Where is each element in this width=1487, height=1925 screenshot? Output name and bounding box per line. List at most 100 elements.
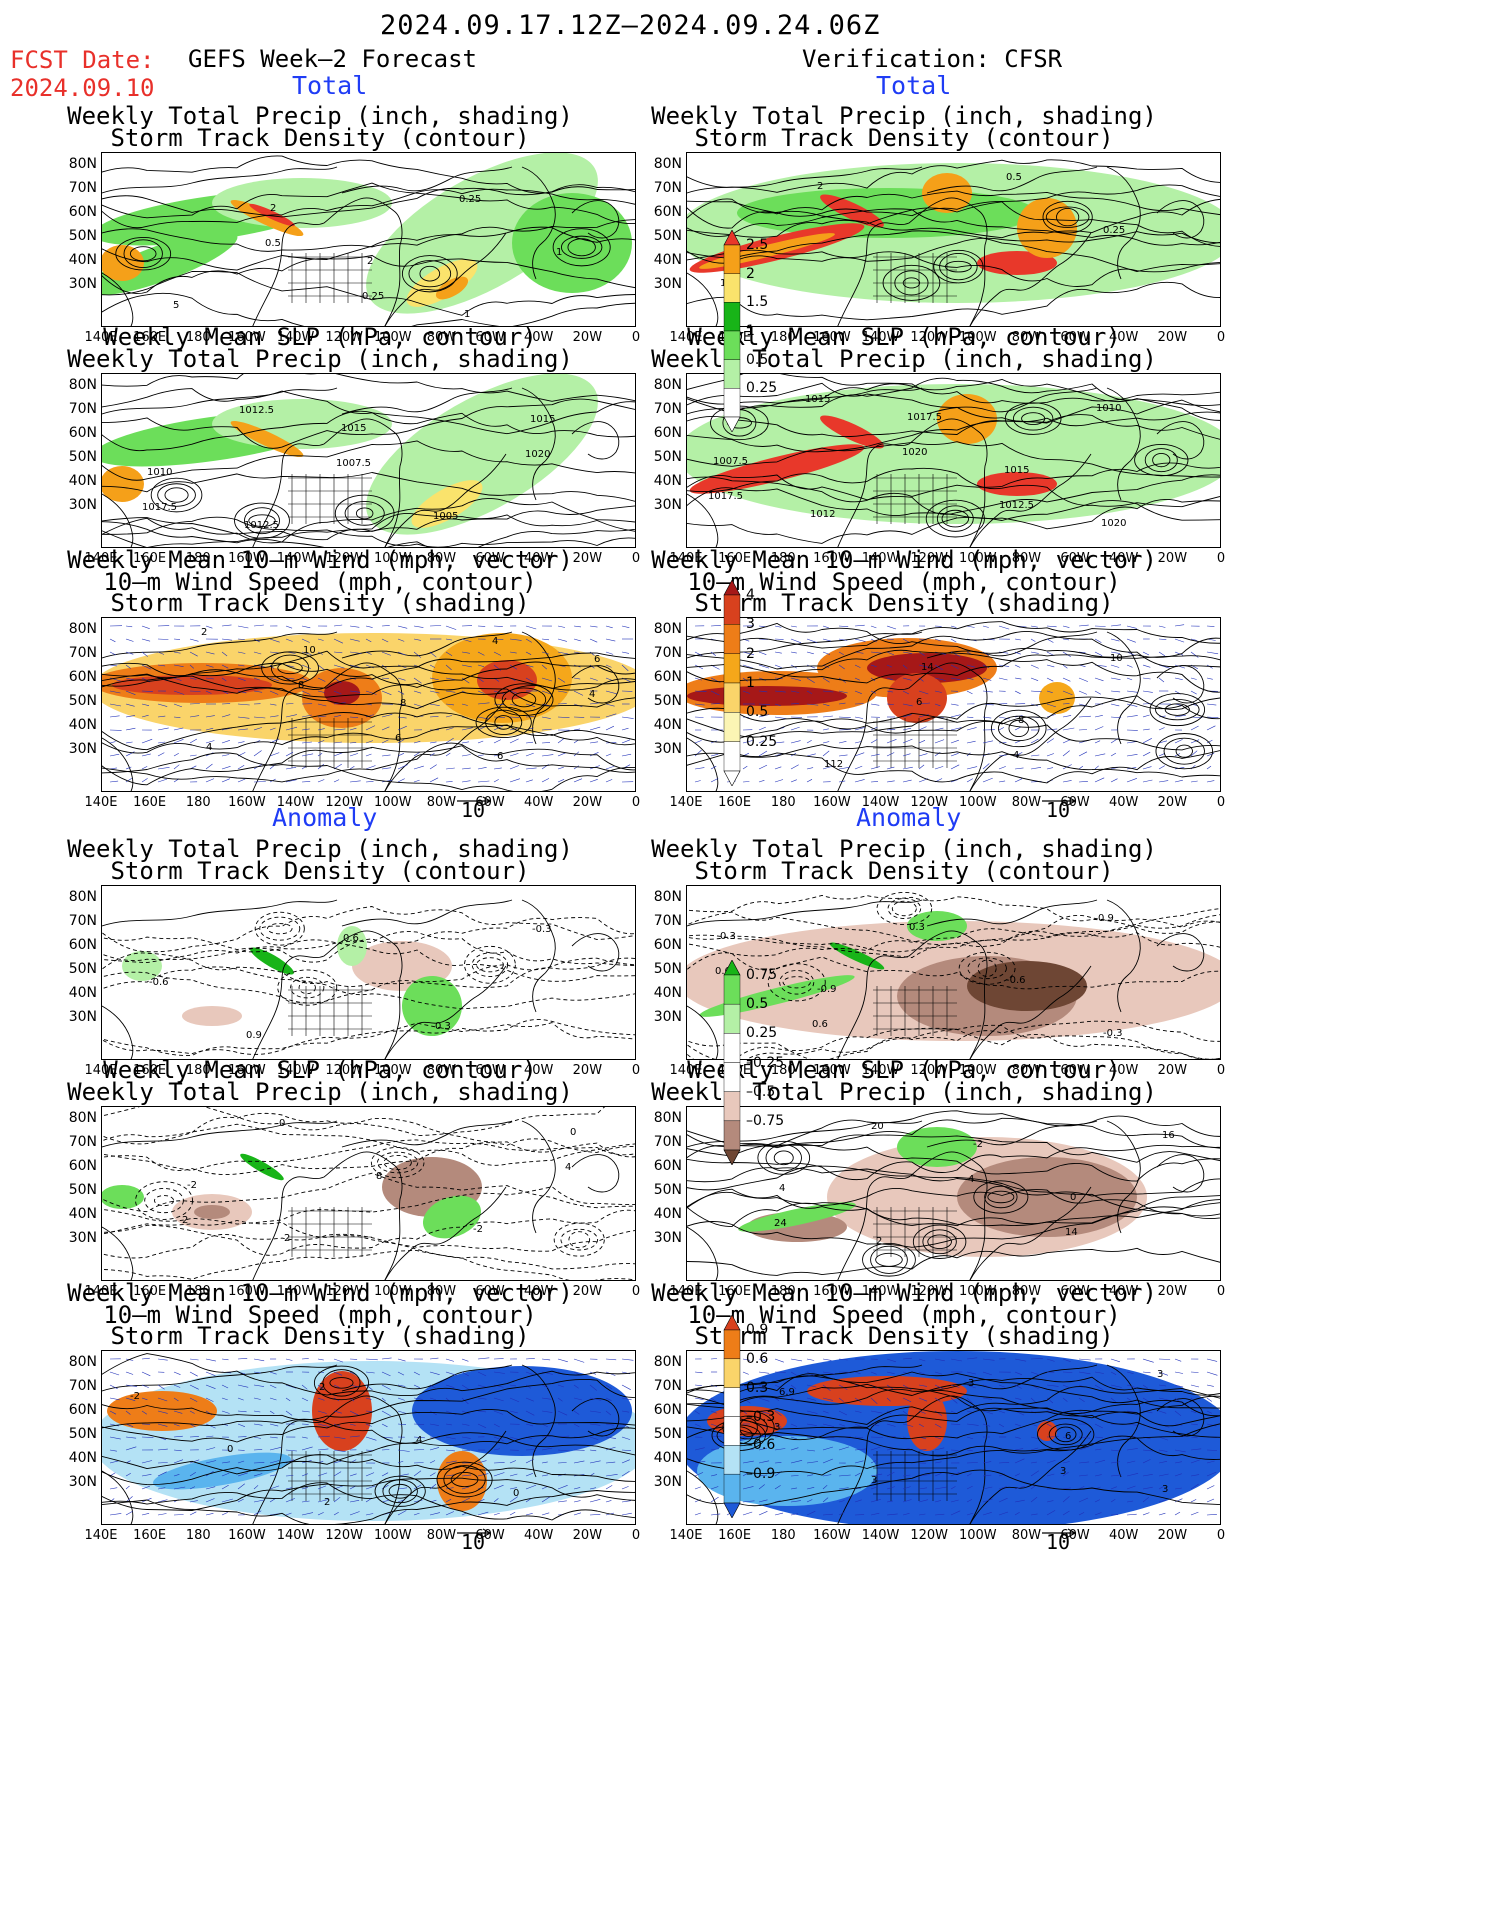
lon-tick-label: 140E	[84, 330, 118, 345]
contour-label: 1015	[341, 423, 366, 434]
lon-tick-label: 120W	[325, 795, 363, 810]
lon-tick-label: 40W	[524, 1528, 554, 1543]
lon-tick-label: 180	[770, 795, 796, 810]
lon-tick-label: 100W	[958, 330, 997, 345]
arrow-icon	[1042, 796, 1077, 806]
contour-label: 10	[1110, 653, 1123, 664]
lon-tick-label: 100W	[958, 1063, 997, 1078]
lon-tick-label: 100W	[958, 1284, 997, 1299]
lon-tick-label: 80W	[426, 1063, 457, 1078]
contour-label: 14	[921, 662, 934, 673]
lon-tick-label: 0	[1216, 1284, 1226, 1299]
lon-tick-label: 120W	[325, 330, 363, 345]
lon-tick-label: 40W	[524, 795, 554, 810]
lon-tick-label: 120W	[325, 1284, 363, 1299]
vector-reference: 10	[455, 788, 495, 822]
lon-tick-label: 100W	[373, 1528, 412, 1543]
lat-tick-label: 40N	[653, 1450, 682, 1466]
lon-tick-label: 120W	[325, 551, 363, 566]
lon-tick-label: 40W	[1109, 1284, 1139, 1299]
lat-tick-label: 80N	[653, 621, 682, 637]
contour-label: 3	[968, 1378, 974, 1389]
lon-tick-label: 140W	[276, 1284, 315, 1299]
lat-tick-label: 60N	[68, 937, 97, 953]
contour-label: 3	[1162, 1484, 1168, 1495]
lon-tick-label: 20W	[572, 1063, 603, 1078]
lon-tick-label: 160W	[813, 1528, 851, 1543]
lat-tick-label: 60N	[653, 204, 682, 220]
ver-slp-plot: 1017.5 1015 1020 1012.5 1010 1007.5 1012 1017.5…	[687, 374, 1220, 547]
ver-wind-title-2: 10–m Wind Speed (mph, contour)	[687, 568, 1121, 596]
lon-tick-label: 180	[770, 330, 796, 345]
ver-wind-title-1: Weekly Mean 10–m Wind (mph, vector)	[651, 546, 1157, 574]
lon-tick-label: 120W	[910, 330, 948, 345]
fc-precip-map: 0.5 0.25 0.25 1 5 2 2 1	[101, 152, 636, 327]
contour-label: 1012	[810, 509, 835, 520]
contour-label: 4	[565, 1162, 571, 1173]
contour-label: 0	[570, 1127, 576, 1138]
lon-tick-label: 20W	[572, 1284, 603, 1299]
contour-label: 4	[492, 636, 498, 647]
lon-tick-label: 0	[631, 1063, 641, 1078]
fcst-date-label: FCST Date:	[10, 46, 155, 74]
ver-precip-title-2: Storm Track Density (contour)	[694, 124, 1114, 152]
lon-tick-label: 140W	[276, 551, 315, 566]
contour-label: -2	[473, 1224, 483, 1235]
lon-tick-label: 160W	[228, 1284, 266, 1299]
contour-label: 1010	[1096, 403, 1121, 414]
page-title: 2024.09.17.12Z–2024.09.24.06Z	[380, 10, 881, 41]
colorbar-label: 2	[746, 265, 755, 282]
lon-tick-label: 60W	[475, 795, 505, 810]
lon-tick-label: 100W	[958, 551, 997, 566]
lon-tick-label: 140E	[669, 1284, 703, 1299]
lat-tick-label: 30N	[68, 1474, 97, 1490]
lon-tick-label: 80W	[1011, 1528, 1042, 1543]
contour-label: 2	[270, 203, 276, 214]
colorbar-label: –0.5	[746, 1083, 776, 1100]
fc-slp-title-1: Weekly Mean SLP (hPa, contour)	[103, 323, 537, 351]
lon-tick-label: 80W	[426, 330, 457, 345]
contour-label: 1012.5	[244, 520, 279, 531]
lon-tick-label: 20W	[1157, 1528, 1188, 1543]
contour-label: 2	[201, 627, 207, 638]
contour-label: -0.3	[1103, 1028, 1123, 1039]
lon-tick-label: 160E	[718, 551, 752, 566]
ver-wind-anom-plot: 3 3 3 3 3 6 3 6.9	[687, 1351, 1220, 1524]
contour-label: 1020	[902, 447, 927, 458]
colorbar-label: 0.5	[746, 351, 769, 368]
lon-tick-label: 140E	[669, 1528, 703, 1543]
lon-tick-label: 60W	[1060, 330, 1090, 345]
lon-tick-label: 120W	[910, 795, 948, 810]
lon-tick-label: 140E	[669, 795, 703, 810]
contour-label: 1012.5	[239, 405, 274, 416]
lon-tick-label: 140E	[84, 1063, 118, 1078]
lat-tick-label: 60N	[68, 425, 97, 441]
lon-tick-label: 0	[1216, 1528, 1226, 1543]
lat-tick-label: 30N	[68, 1230, 97, 1246]
lon-tick-label: 80W	[1011, 1284, 1042, 1299]
lat-tick-label: 60N	[68, 1158, 97, 1174]
lat-tick-label: 50N	[653, 1182, 682, 1198]
fc-slp-anom-plot: 4 2 0 8 -2 0 -2 2	[102, 1107, 635, 1280]
colorbar-label: 0.3	[746, 1379, 769, 1396]
lat-tick-label: 30N	[653, 1474, 682, 1490]
lon-tick-label: 140W	[861, 1284, 900, 1299]
lon-tick-label: 160E	[718, 1528, 752, 1543]
density-total-colorbar-container	[722, 579, 742, 790]
colorbar-label: –0.6	[746, 1437, 776, 1454]
contour-label: 0.9	[1098, 913, 1114, 924]
contour-label: 6	[497, 751, 503, 762]
contour-label: 0.3	[435, 1021, 451, 1032]
contour-label: 2	[367, 256, 373, 267]
contour-label: 1007.5	[336, 458, 371, 469]
contour-label: 1	[464, 309, 470, 320]
lon-tick-label: 120W	[910, 1063, 948, 1078]
ver-precip-anom-title-1: Weekly Total Precip (inch, shading)	[651, 835, 1157, 863]
contour-label: 4	[779, 1183, 785, 1194]
colorbar-label: 0.6	[746, 1350, 769, 1367]
lon-tick-label: 60W	[1060, 1063, 1090, 1078]
lat-tick-label: 80N	[68, 156, 97, 172]
lon-tick-label: 60W	[475, 1063, 505, 1078]
lon-tick-label: 100W	[373, 330, 412, 345]
lon-tick-label: 60W	[475, 1284, 505, 1299]
